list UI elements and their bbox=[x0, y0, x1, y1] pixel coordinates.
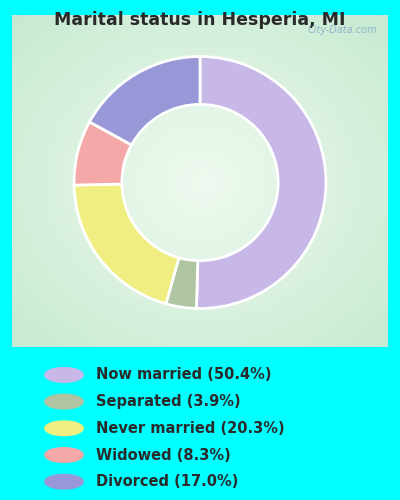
Text: Now married (50.4%): Now married (50.4%) bbox=[96, 368, 272, 382]
Text: Separated (3.9%): Separated (3.9%) bbox=[96, 394, 241, 409]
Text: City-Data.com: City-Data.com bbox=[307, 25, 377, 35]
Wedge shape bbox=[74, 122, 132, 185]
Text: Never married (20.3%): Never married (20.3%) bbox=[96, 421, 285, 436]
Circle shape bbox=[45, 394, 83, 409]
Text: Divorced (17.0%): Divorced (17.0%) bbox=[96, 474, 238, 489]
Wedge shape bbox=[74, 184, 179, 304]
Circle shape bbox=[45, 448, 83, 462]
Circle shape bbox=[45, 368, 83, 382]
Wedge shape bbox=[90, 56, 200, 145]
Text: Widowed (8.3%): Widowed (8.3%) bbox=[96, 448, 231, 462]
Text: Marital status in Hesperia, MI: Marital status in Hesperia, MI bbox=[54, 11, 346, 29]
Circle shape bbox=[45, 474, 83, 489]
Circle shape bbox=[45, 421, 83, 436]
Wedge shape bbox=[196, 56, 326, 308]
Wedge shape bbox=[166, 258, 198, 308]
